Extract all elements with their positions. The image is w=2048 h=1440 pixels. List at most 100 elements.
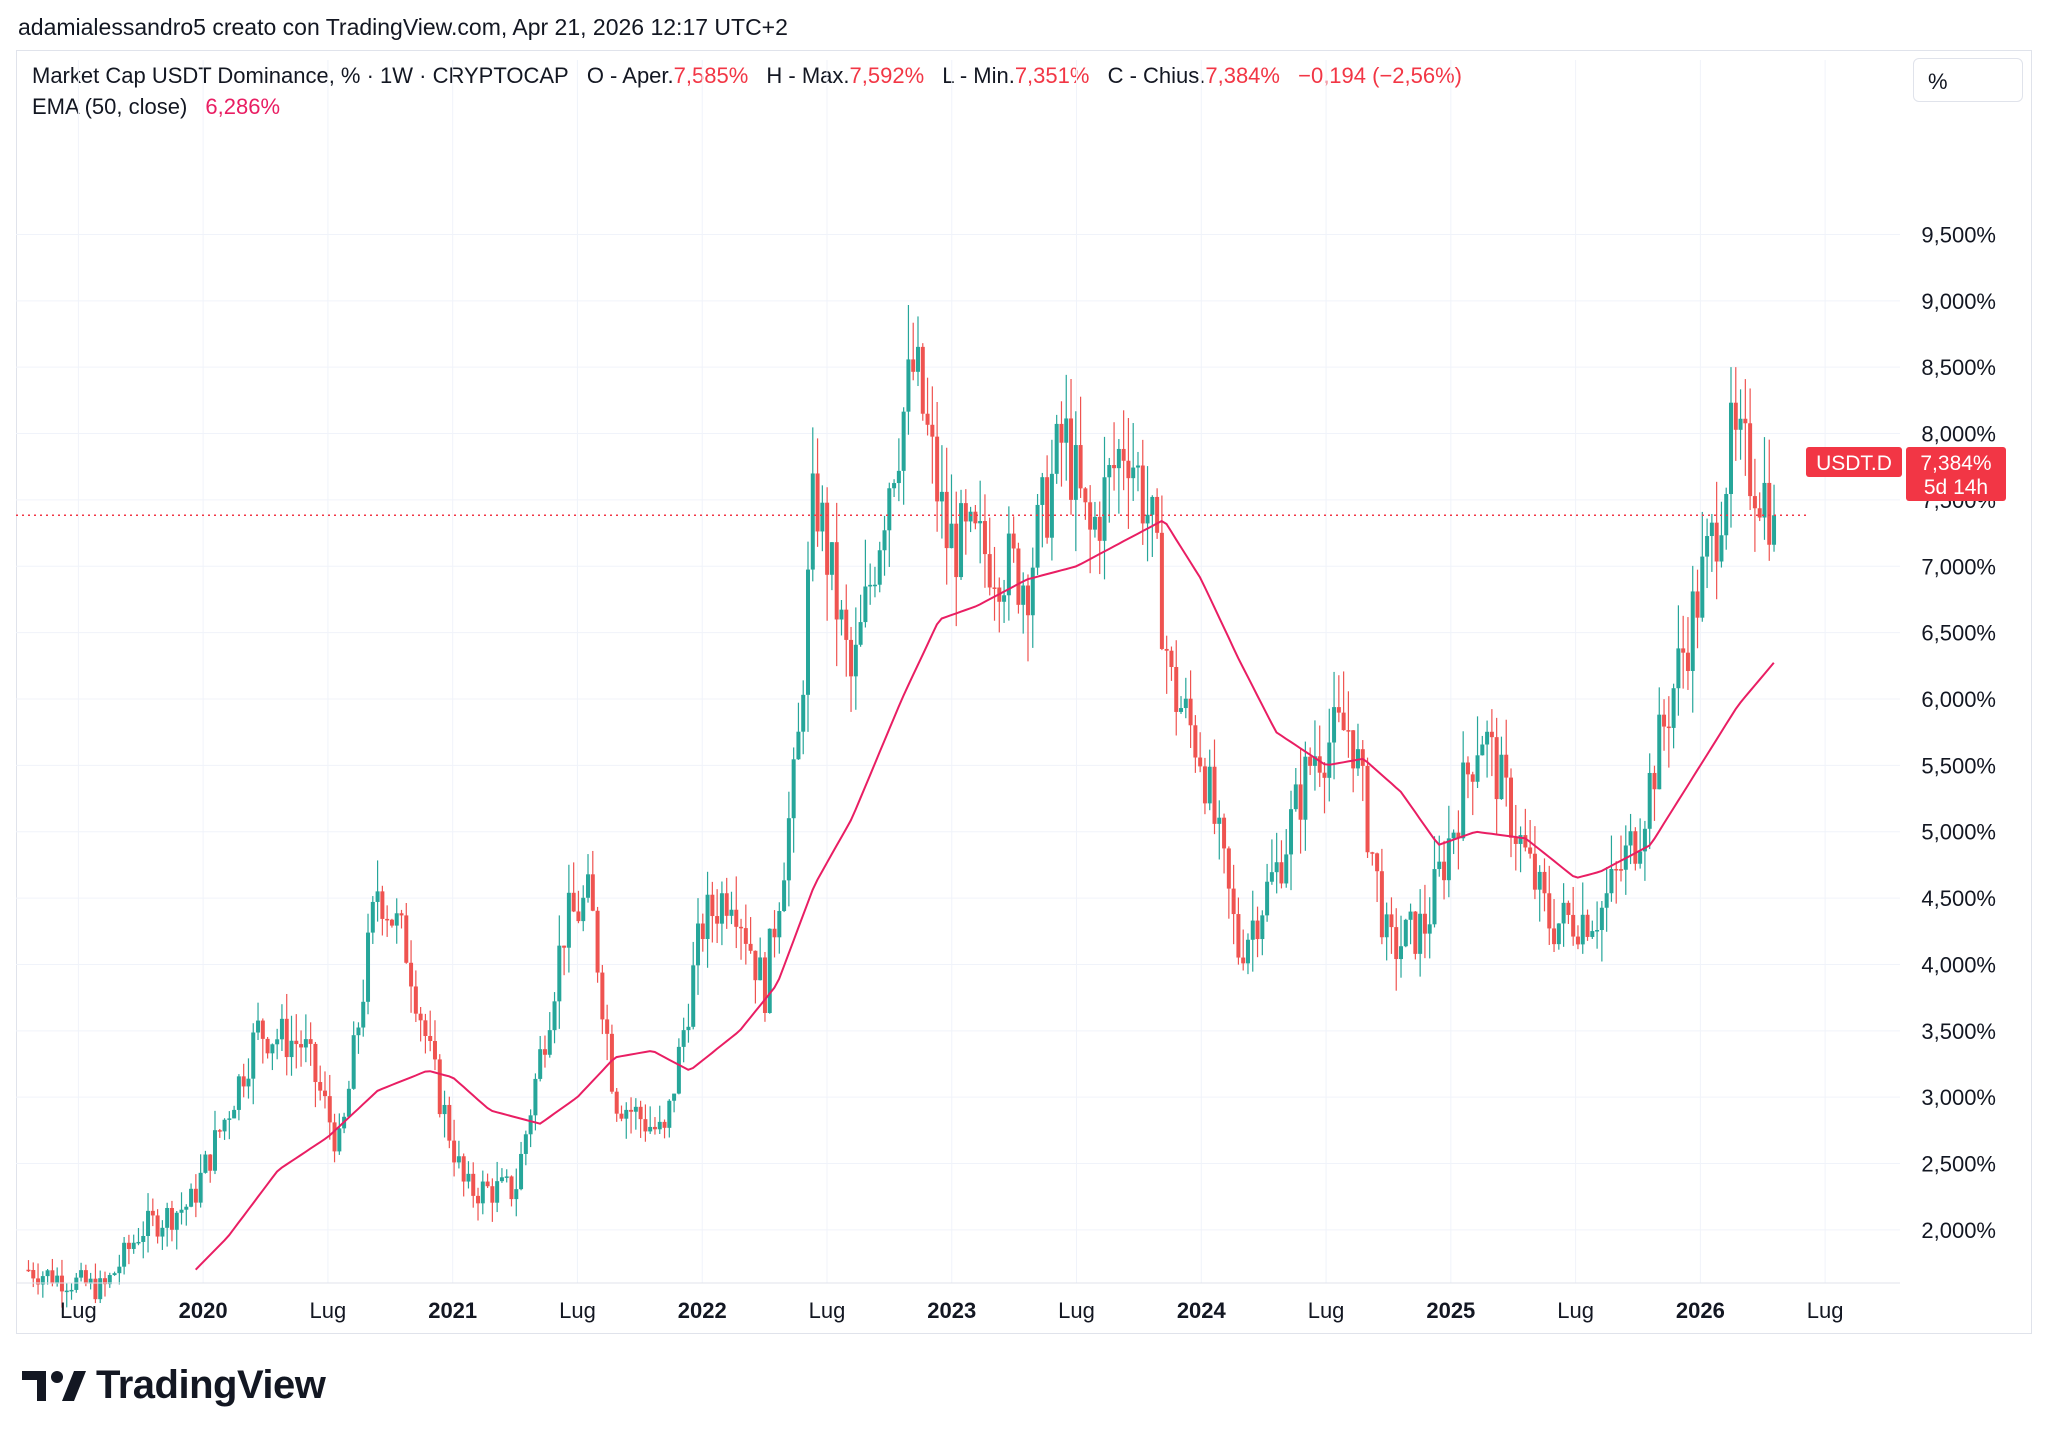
candle-body bbox=[1078, 445, 1083, 489]
symbol-title[interactable]: Market Cap USDT Dominance, % · 1W · CRYP… bbox=[32, 63, 569, 88]
percent-scale-button[interactable]: % bbox=[1913, 58, 2023, 102]
candle bbox=[1451, 829, 1456, 855]
ema-label[interactable]: EMA (50, close) bbox=[32, 94, 188, 119]
chart-grid bbox=[16, 60, 1900, 1283]
candle bbox=[456, 1140, 461, 1169]
candle bbox=[1260, 910, 1265, 956]
candle bbox=[777, 902, 782, 954]
candle bbox=[1590, 920, 1595, 939]
candle-body bbox=[581, 897, 586, 922]
candle-body bbox=[681, 1030, 686, 1047]
candle bbox=[1604, 867, 1609, 932]
candle bbox=[241, 1063, 246, 1098]
candle-body bbox=[1504, 754, 1509, 778]
candle bbox=[1365, 757, 1370, 858]
candle bbox=[1097, 501, 1102, 575]
candle-body bbox=[777, 911, 782, 938]
candle bbox=[447, 1096, 452, 1149]
candle-body bbox=[959, 503, 964, 578]
candle-body bbox=[337, 1128, 342, 1152]
candle bbox=[1442, 840, 1447, 900]
candle bbox=[1738, 389, 1743, 460]
candle-body bbox=[1073, 445, 1078, 500]
candle-body bbox=[547, 1030, 552, 1055]
candle bbox=[1241, 929, 1246, 971]
candle bbox=[772, 910, 777, 958]
candle-body bbox=[786, 818, 791, 881]
candle-body bbox=[1317, 756, 1322, 773]
candle bbox=[160, 1220, 165, 1250]
candle bbox=[839, 599, 844, 636]
candle-body bbox=[691, 965, 696, 1027]
candle-body bbox=[624, 1109, 629, 1119]
candle-body bbox=[265, 1038, 270, 1054]
candle-body bbox=[212, 1130, 217, 1171]
tradingview-logo-icon bbox=[22, 1370, 86, 1401]
candle bbox=[605, 1004, 610, 1061]
candle-body bbox=[863, 586, 868, 623]
candle bbox=[672, 1093, 677, 1113]
candle-body bbox=[1690, 591, 1695, 671]
candle-body bbox=[499, 1177, 504, 1182]
candle-body bbox=[313, 1043, 318, 1083]
candle-body bbox=[944, 491, 949, 549]
candle bbox=[146, 1193, 151, 1253]
candle bbox=[1011, 516, 1016, 563]
candle-body bbox=[385, 918, 390, 921]
candle-body bbox=[1231, 888, 1236, 915]
candle-body bbox=[1002, 595, 1007, 602]
candle-body bbox=[1035, 504, 1040, 568]
candle-body bbox=[557, 945, 562, 1002]
candle bbox=[399, 909, 404, 929]
candle-body bbox=[1465, 762, 1470, 775]
candle-body bbox=[949, 523, 954, 549]
candle-body bbox=[868, 584, 873, 587]
candle bbox=[595, 906, 600, 983]
candle-body bbox=[652, 1126, 657, 1130]
candle-body bbox=[146, 1210, 151, 1236]
candle bbox=[1064, 374, 1069, 481]
candle bbox=[36, 1263, 41, 1295]
candle-body bbox=[136, 1241, 141, 1244]
candle-body bbox=[1738, 418, 1743, 430]
candle bbox=[1489, 709, 1494, 777]
candle-body bbox=[1384, 914, 1389, 938]
candle bbox=[676, 1038, 681, 1095]
tradingview-logo[interactable]: TradingView bbox=[22, 1363, 326, 1408]
candle-body bbox=[638, 1106, 643, 1120]
candle-body bbox=[1480, 744, 1485, 756]
candle-body bbox=[466, 1173, 471, 1182]
candle-body bbox=[1657, 714, 1662, 790]
candle bbox=[370, 896, 375, 944]
candle bbox=[1303, 741, 1308, 851]
candle bbox=[686, 1003, 691, 1043]
candle-body bbox=[882, 530, 887, 551]
candle-body bbox=[1590, 931, 1595, 937]
candle bbox=[1757, 492, 1762, 522]
candle bbox=[739, 918, 744, 960]
candle-body bbox=[79, 1270, 84, 1278]
candle bbox=[327, 1074, 332, 1140]
candle bbox=[997, 577, 1002, 633]
candle-body bbox=[1116, 448, 1121, 469]
candle bbox=[820, 485, 825, 552]
candle-body bbox=[1241, 957, 1246, 964]
price-tag-box bbox=[1906, 447, 2006, 501]
candle bbox=[1069, 379, 1074, 515]
usdt-symbol-tag: USDT.D bbox=[1806, 447, 1902, 477]
candle bbox=[1681, 615, 1686, 689]
candle-body bbox=[64, 1290, 69, 1293]
candle bbox=[624, 1102, 629, 1139]
candle-body bbox=[1685, 652, 1690, 671]
candle bbox=[150, 1198, 155, 1227]
candle bbox=[1298, 748, 1303, 854]
candle-body bbox=[1509, 777, 1514, 838]
candle bbox=[1159, 495, 1164, 651]
candle-body bbox=[1188, 698, 1193, 726]
candle-body bbox=[442, 1104, 447, 1115]
candle bbox=[935, 401, 940, 532]
candle bbox=[471, 1162, 476, 1208]
candle bbox=[1092, 501, 1097, 538]
candle bbox=[719, 881, 724, 946]
